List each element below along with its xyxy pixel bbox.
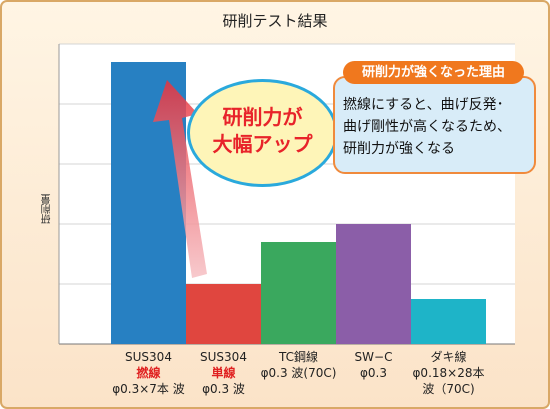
x-tick-label-line: φ0.3 — [360, 366, 387, 380]
x-tick-label-line: SUS304 — [125, 350, 172, 364]
x-tick-label-2: SUS304 単線 φ0.3 波 — [176, 349, 272, 397]
reason-line-2: 曲げ剛性が高くなるため、 — [343, 119, 511, 135]
x-tick-label-line: 単線 — [211, 366, 236, 380]
x-tick-label-line: TC鋼線 — [278, 350, 318, 364]
bar-4 — [336, 224, 411, 344]
increase-arrow — [153, 80, 207, 278]
x-tick-label-line: φ0.3×7本 波 — [112, 382, 185, 396]
reason-box — [333, 76, 536, 174]
callout-bubble — [187, 79, 338, 187]
x-tick-label-4: SW−C φ0.3 — [326, 349, 422, 381]
x-tick-label-line: φ0.3 波(70C) — [260, 366, 337, 380]
x-tick-label-line: SUS304 — [200, 350, 247, 364]
x-tick-label-5: ダキ線 φ0.18×28本 波（70C) — [401, 349, 497, 397]
bar-2 — [186, 284, 261, 344]
chart-title: 研削テスト結果 — [222, 12, 328, 30]
reason-line-1: 撚線にすると、曲げ反発･ — [343, 97, 504, 113]
bar-3 — [261, 242, 336, 344]
callout-line-1: 研削力が — [222, 105, 303, 129]
x-tick-label-line: 撚線 — [136, 366, 161, 380]
x-tick-label-line: φ0.18×28本 — [412, 366, 485, 380]
reason-line-3: 研削力が強くなる — [343, 141, 455, 157]
callout-line-2: 大幅アップ — [212, 132, 313, 156]
x-tick-label-1: SUS304 撚線 φ0.3×7本 波 — [101, 349, 197, 397]
x-tick-label-3: TC鋼線 φ0.3 波(70C) — [251, 349, 347, 381]
bar-5 — [411, 299, 486, 344]
x-tick-label-line: 波（70C) — [422, 382, 475, 396]
callout-bubble-text: 研削力が 大幅アップ — [187, 104, 338, 158]
x-tick-label-line: ダキ線 — [430, 350, 467, 364]
reason-title: 研削力が強くなった理由 — [343, 61, 524, 84]
x-tick-label-line: φ0.3 波 — [202, 382, 245, 396]
reason-body: 撚線にすると、曲げ反発･ 曲げ剛性が高くなるため、 研削力が強くなる — [343, 94, 533, 160]
x-tick-label-line: SW−C — [354, 350, 393, 364]
